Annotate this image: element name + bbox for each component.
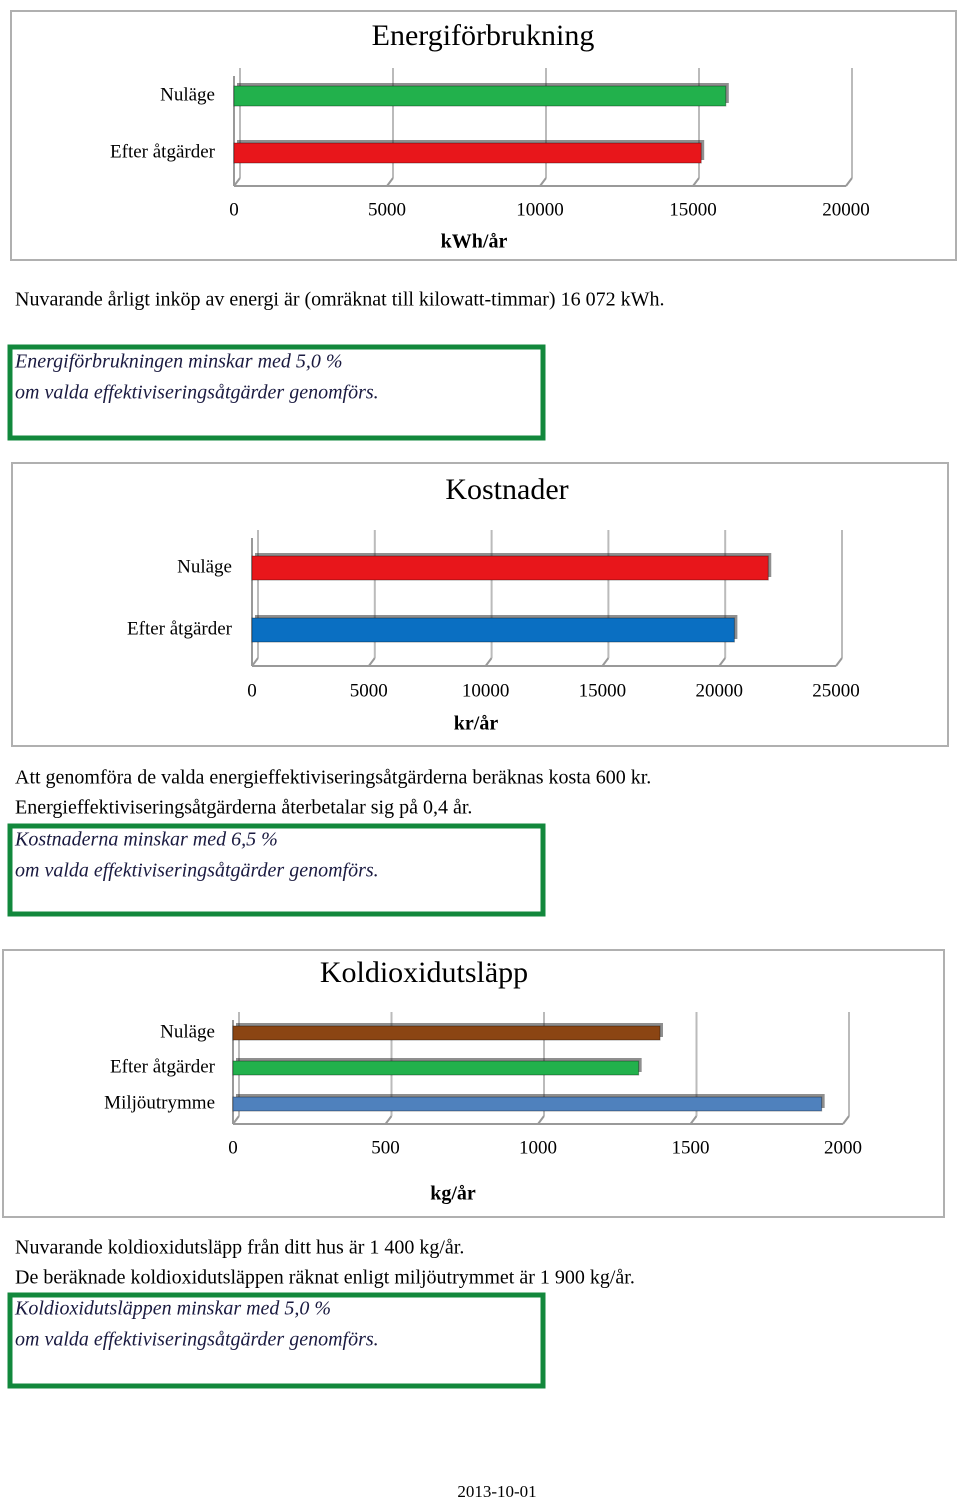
tick-mark: [835, 657, 843, 667]
result-text: Energiförbrukningen minskar med 5,0 %: [14, 351, 343, 373]
tick-mark: [386, 177, 394, 187]
tick-mark: [718, 657, 727, 667]
category-label: Efter åtgärder: [110, 1056, 216, 1077]
x-tick-label: 0: [228, 1137, 238, 1158]
note: Nuvarande årligt inköp av energi är (omr…: [15, 289, 664, 311]
chart-frame: [10, 10, 957, 261]
chart-title: Kostnader: [445, 473, 568, 506]
x-tick-label: 2000: [824, 1137, 862, 1158]
category-label: Efter åtgärder: [127, 618, 233, 639]
tick-mark: [384, 1115, 393, 1125]
x-tick-label: 10000: [516, 199, 564, 220]
result-text: Koldioxidutsläppen minskar med 5,0 %: [14, 1298, 331, 1320]
date: 2013-10-01: [457, 1482, 536, 1501]
x-tick-label: 20000: [822, 199, 870, 220]
category-label: Efter åtgärder: [110, 141, 216, 162]
x-tick-label: 1000: [519, 1137, 557, 1158]
x-tick-label: 5000: [368, 199, 406, 220]
note: Energieffektiviseringsåtgärderna återbet…: [15, 797, 472, 819]
x-tick-label: 10000: [462, 680, 510, 701]
result-box: [7, 823, 546, 917]
chart-frame: [11, 462, 949, 747]
axis-label: kg/år: [430, 1183, 476, 1205]
note: Att genomföra de valda energieffektivise…: [15, 767, 651, 789]
result-text: om valda effektiviseringsåtgärder genomf…: [15, 860, 379, 882]
tick-mark: [842, 1115, 850, 1125]
chart-frame: [2, 949, 945, 1218]
tick-mark: [537, 1115, 545, 1125]
category-label: Nuläge: [160, 1021, 215, 1042]
x-tick-label: 15000: [669, 199, 717, 220]
result-box: [7, 1292, 546, 1389]
x-tick-label: 15000: [579, 680, 627, 701]
x-tick-label: 500: [371, 1137, 400, 1158]
x-tick-label: 1500: [672, 1137, 710, 1158]
axis-label: kr/år: [454, 713, 499, 735]
axis-label: kWh/år: [441, 231, 508, 253]
tick-mark: [689, 1115, 698, 1125]
chart-title: Koldioxidutsläpp: [320, 956, 528, 989]
bar: [232, 1060, 640, 1076]
chart-title: Energiförbrukning: [372, 19, 595, 52]
tick-mark: [539, 177, 547, 187]
tick-mark: [601, 657, 610, 667]
category-label: Miljöutrymme: [104, 1092, 215, 1113]
x-tick-label: 25000: [812, 680, 860, 701]
note: Nuvarande koldioxidutsläpp från ditt hus…: [15, 1237, 464, 1259]
x-tick-label: 20000: [695, 680, 743, 701]
category-label: Nuläge: [160, 84, 215, 105]
result-box: [7, 344, 546, 441]
bar: [251, 617, 735, 643]
tick-mark: [845, 177, 853, 187]
tick-mark: [484, 657, 493, 667]
result-text: om valda effektiviseringsåtgärder genomf…: [15, 382, 379, 404]
tick-mark: [367, 657, 376, 667]
bar: [251, 555, 769, 581]
bar: [232, 1096, 823, 1112]
tick-mark: [692, 177, 700, 187]
bar: [233, 85, 727, 107]
result-text: Kostnaderna minskar med 6,5 %: [14, 829, 278, 851]
category-label: Nuläge: [177, 556, 232, 577]
x-tick-label: 0: [229, 199, 239, 220]
x-tick-label: 5000: [350, 680, 388, 701]
bar: [233, 142, 702, 164]
note: De beräknade koldioxidutsläppen räknat e…: [15, 1267, 635, 1289]
result-text: om valda effektiviseringsåtgärder genomf…: [15, 1329, 379, 1351]
bar: [232, 1025, 661, 1041]
x-tick-label: 0: [247, 680, 257, 701]
